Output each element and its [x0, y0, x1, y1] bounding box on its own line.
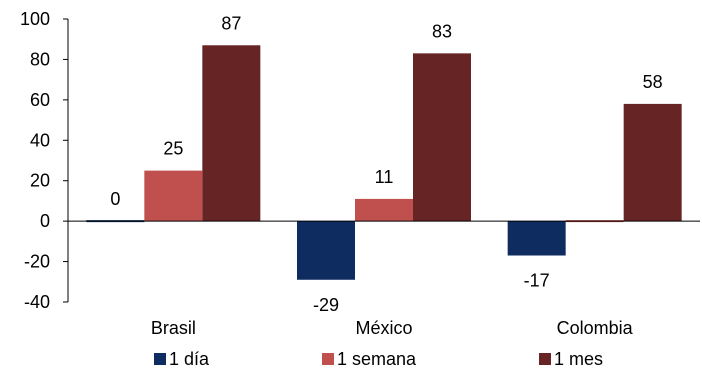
legend-label: 1 mes	[554, 349, 603, 369]
y-tick-label: -40	[24, 292, 50, 312]
data-label: 87	[221, 13, 241, 33]
data-label: 0	[110, 189, 120, 209]
y-tick-label: -20	[24, 252, 50, 272]
bar	[355, 198, 413, 222]
bar	[413, 53, 471, 222]
y-tick-label: 20	[30, 171, 50, 191]
legend-swatch	[539, 353, 551, 365]
y-tick-label: 0	[40, 211, 50, 231]
bar	[297, 221, 355, 280]
x-category-label: Colombia	[557, 318, 634, 338]
y-tick-label: 80	[30, 49, 50, 69]
legend-swatch	[154, 353, 166, 365]
legend: 1 día 1 semana 1 mes	[154, 349, 603, 369]
y-tick-label: 60	[30, 90, 50, 110]
x-category-label: Brasil	[151, 318, 196, 338]
legend-swatch	[322, 353, 334, 365]
data-label: 58	[643, 72, 663, 92]
x-category-label: México	[355, 318, 412, 338]
legend-label: 1 semana	[337, 349, 417, 369]
legend-label: 1 día	[169, 349, 210, 369]
x-axis: Brasil México Colombia	[68, 220, 700, 338]
data-label: -29	[313, 295, 339, 315]
y-tick-label: 40	[30, 130, 50, 150]
data-label: -17	[524, 271, 550, 291]
bar	[507, 221, 566, 256]
y-axis: 100 80 60 40 20 0 -20 -40	[20, 9, 69, 312]
data-labels-group: 0 25 87 -29 11 83 -17 58	[110, 13, 662, 314]
y-tick-label: 100	[20, 9, 50, 29]
data-label: 25	[163, 139, 183, 159]
bar	[202, 45, 261, 222]
bars-group	[86, 45, 682, 280]
bar	[623, 103, 682, 222]
bar	[144, 170, 203, 222]
data-label: 83	[432, 21, 452, 41]
data-label: 11	[375, 167, 394, 187]
